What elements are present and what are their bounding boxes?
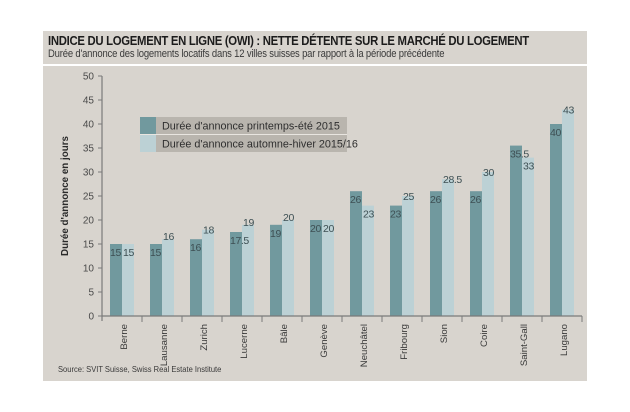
- bar-automne-hiver-2015-16: [562, 109, 574, 316]
- legend-row-bg: [140, 135, 347, 152]
- value-label: 17.5: [230, 235, 249, 247]
- y-tick-label: 25: [83, 192, 95, 203]
- x-tick-label: Lucerne: [239, 324, 250, 359]
- value-label: 20: [310, 223, 321, 235]
- value-label: 25: [403, 191, 414, 203]
- value-label: 23: [363, 209, 374, 221]
- legend-entry: Durée d'annonce printemps-été 2015: [162, 121, 340, 133]
- y-tick-label: 0: [88, 312, 94, 323]
- x-tick-label: Genève: [319, 324, 330, 358]
- value-label: 20: [323, 223, 334, 235]
- axes-group: 0 5 10 15 20 25 30 35 40 45 50 Berne Lausanne Zurich L…: [83, 72, 583, 367]
- bar-automne-hiver-2015-16: [402, 196, 414, 316]
- bar-printemps-ete-2015: [390, 205, 402, 316]
- value-label: 19: [270, 228, 281, 240]
- bars-group: [110, 109, 574, 316]
- y-tick-label: 20: [83, 216, 95, 227]
- value-label: 19: [243, 217, 254, 229]
- value-label: 16: [163, 231, 174, 243]
- legend-swatch: [140, 117, 156, 134]
- bar-printemps-ete-2015: [190, 239, 202, 316]
- value-label: 26: [350, 194, 361, 206]
- x-tick-label: Fribourg: [399, 324, 410, 360]
- value-label: 15: [110, 247, 121, 259]
- value-label: 30: [483, 167, 494, 179]
- bar-printemps-ete-2015: [150, 244, 162, 316]
- bar-chart: 0 5 10 15 20 25 30 35 40 45 50 Berne Lausanne Zurich L…: [60, 72, 583, 367]
- y-tick-label: 10: [83, 264, 95, 275]
- y-tick-label: 40: [83, 120, 95, 131]
- x-tick-label: Saint-Gall: [519, 324, 530, 366]
- legend: Durée d'annonce printemps-été 2015 Durée …: [140, 117, 358, 152]
- value-label: 26: [470, 194, 481, 206]
- bar-automne-hiver-2015-16: [442, 179, 454, 316]
- bar-printemps-ete-2015: [510, 145, 522, 316]
- y-tick-label: 5: [88, 288, 94, 299]
- value-label: 35.5: [510, 149, 529, 161]
- value-label: 20: [283, 212, 294, 224]
- legend-swatch: [140, 135, 156, 152]
- chart-panel: 0 5 10 15 20 25 30 35 40 45 50 Berne Lausanne Zurich L…: [43, 66, 587, 381]
- y-tick-label: 45: [83, 96, 95, 107]
- source-note: Source: SVIT Suisse, Swiss Real Estate I…: [58, 364, 222, 374]
- bar-automne-hiver-2015-16: [482, 172, 494, 316]
- value-label: 40: [550, 127, 561, 139]
- value-label: 43: [563, 105, 574, 117]
- value-label: 26: [430, 194, 441, 206]
- x-tick-label: Sion: [439, 324, 450, 343]
- x-tick-label: Bâle: [279, 324, 290, 343]
- title-panel: INDICE DU LOGEMENT EN LIGNE (OWI) : NETT…: [43, 31, 587, 64]
- bar-automne-hiver-2015-16: [122, 244, 134, 316]
- bar-printemps-ete-2015: [470, 191, 482, 316]
- bar-automne-hiver-2015-16: [202, 229, 214, 316]
- y-axis-label: Durée d'annonce en jours: [60, 135, 71, 255]
- bar-printemps-ete-2015: [350, 191, 362, 316]
- bar-printemps-ete-2015: [310, 220, 322, 316]
- bar-printemps-ete-2015: [230, 232, 242, 316]
- bar-automne-hiver-2015-16: [322, 220, 334, 316]
- value-label: 28.5: [443, 174, 462, 186]
- bar-automne-hiver-2015-16: [362, 205, 374, 316]
- chart-title: INDICE DU LOGEMENT EN LIGNE (OWI) : NETT…: [48, 33, 529, 48]
- bar-printemps-ete-2015: [110, 244, 122, 316]
- legend-entry: Durée d'annonce automne-hiver 2015/16: [162, 139, 358, 151]
- x-tick-label: Berne: [119, 324, 130, 350]
- value-label: 18: [203, 225, 214, 237]
- bar-automne-hiver-2015-16: [282, 220, 294, 316]
- legend-row-bg: [140, 117, 347, 134]
- value-label: 15: [123, 247, 134, 259]
- value-label: 33: [523, 161, 534, 173]
- bar-automne-hiver-2015-16: [242, 224, 254, 316]
- value-label: 23: [390, 209, 401, 221]
- y-tick-label: 35: [83, 144, 95, 155]
- x-tick-label: Lugano: [559, 324, 570, 356]
- x-tick-label: Neuchâtel: [359, 324, 370, 367]
- y-tick-label: 30: [83, 168, 95, 179]
- x-tick-label: Lausanne: [159, 324, 170, 366]
- bar-automne-hiver-2015-16: [522, 157, 534, 316]
- value-label: 16: [190, 242, 201, 254]
- value-label: 15: [150, 247, 161, 259]
- x-tick-label: Zurich: [199, 324, 210, 351]
- y-tick-label: 50: [83, 72, 95, 83]
- chart-subtitle: Durée d'annonce des logements locatifs d…: [48, 48, 445, 60]
- bar-printemps-ete-2015: [550, 124, 562, 316]
- y-tick-label: 15: [83, 240, 95, 251]
- bar-printemps-ete-2015: [430, 191, 442, 316]
- bar-printemps-ete-2015: [270, 224, 282, 316]
- x-tick-label: Coire: [479, 324, 490, 347]
- bar-automne-hiver-2015-16: [162, 239, 174, 316]
